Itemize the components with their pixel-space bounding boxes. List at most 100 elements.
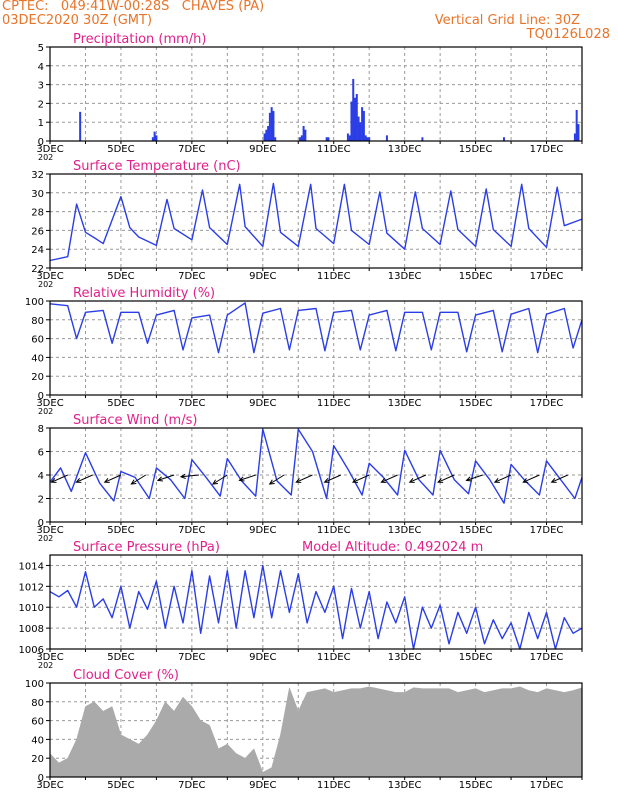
precip-bar <box>155 135 158 141</box>
precip-bar <box>366 137 369 141</box>
precip-bar <box>346 133 349 141</box>
panel-title: Precipitation (mm/h) <box>73 32 206 47</box>
panel-wind: 0 2 4 6 8 3DEC 5DEC 7DEC 9DEC 11DEC 13DEC 15DEC 17DE… <box>36 413 583 543</box>
x-tick-label: 7DEC <box>178 525 205 536</box>
y-tick-label: 4 <box>38 62 44 73</box>
panel-frame <box>49 173 583 269</box>
wind-vector-arrow <box>269 474 285 485</box>
x-tick-label: 17DEC <box>530 144 564 155</box>
wind-vector-arrow <box>437 474 455 483</box>
y-tick-label: 1014 <box>19 561 44 572</box>
wind-vector-arrow <box>157 474 175 481</box>
x-tick-label: 11DEC <box>317 144 351 155</box>
y-tick-label: 2 <box>38 99 44 110</box>
x-tick-label: 11DEC <box>317 780 351 791</box>
precip-bar <box>577 124 580 141</box>
wind-vector-arrow <box>523 474 540 483</box>
panel-temperature: 22 24 26 28 30 32 3DEC 5DEC 7DEC 9DEC 11DEC 13DEC 15… <box>31 159 583 289</box>
x-tick-label: 5DEC <box>107 525 134 536</box>
wind-vector-arrowhead <box>550 478 557 483</box>
x-tick-label: 9DEC <box>249 398 276 409</box>
wind-vector-arrowhead <box>522 478 529 483</box>
x-year-label: 202 <box>38 534 53 543</box>
panel-annotation: Model Altitude: 0.492024 m <box>302 540 483 555</box>
wind-series-line <box>49 428 583 504</box>
precip-bar <box>357 116 360 141</box>
precip-bar <box>300 135 303 141</box>
x-tick-label: 5DEC <box>107 652 134 663</box>
wind-vector-arrowhead <box>408 478 415 483</box>
wind-vector-arrowhead <box>268 479 275 485</box>
wind-vector-arrow <box>494 474 512 483</box>
wind-vector-arrow <box>381 474 398 483</box>
wind-vector-arrowhead <box>211 479 218 485</box>
wind-vector-arrow <box>409 474 427 483</box>
wind-vector-arrowhead <box>351 478 359 483</box>
y-tick-label: 5 <box>38 43 44 54</box>
x-tick-label: 3DEC <box>36 525 63 536</box>
y-tick-label: 32 <box>31 170 44 181</box>
y-tick-label: 0 <box>38 137 44 148</box>
x-tick-label: 13DEC <box>388 652 422 663</box>
precip-bar <box>272 110 275 141</box>
x-tick-label: 11DEC <box>317 525 351 536</box>
y-tick-label: 1012 <box>19 582 44 593</box>
product-code: TQ0126L028 <box>526 27 610 42</box>
run-line: 03DEC2020 30Z (GMT) <box>2 13 153 28</box>
x-tick-label: 5DEC <box>107 398 134 409</box>
x-tick-label: 17DEC <box>530 398 564 409</box>
x-tick-label: 9DEC <box>249 525 276 536</box>
panel-title: Surface Temperature (nC) <box>73 159 241 174</box>
precip-bar <box>79 111 82 141</box>
panel-frame <box>49 300 583 396</box>
wind-vector-arrowhead <box>75 478 82 483</box>
wind-vector-arrow <box>51 474 68 483</box>
x-year-label: 202 <box>38 153 53 162</box>
wind-vector-arrowhead <box>156 476 163 482</box>
y-tick-label: 24 <box>31 245 44 256</box>
x-tick-label: 13DEC <box>388 144 422 155</box>
x-tick-label: 3DEC <box>36 144 63 155</box>
x-tick-label: 17DEC <box>530 652 564 663</box>
x-tick-label: 13DEC <box>388 271 422 282</box>
y-tick-label: 4 <box>38 471 44 482</box>
y-tick-label: 100 <box>25 679 44 690</box>
x-tick-label: 11DEC <box>317 398 351 409</box>
precip-bar <box>352 78 355 141</box>
y-tick-label: 1006 <box>19 645 44 656</box>
precip-bar <box>153 131 156 141</box>
station-line: CPTEC: 049:41W-00:28S CHAVES (PA) <box>2 0 265 14</box>
y-tick-label: 1008 <box>19 624 44 635</box>
precip-bar <box>327 137 330 141</box>
precip-bar <box>267 125 270 141</box>
wind-vector-arrowhead <box>493 478 500 483</box>
wind-vector-arrowhead <box>179 473 186 479</box>
y-tick-label: 0 <box>38 391 44 402</box>
precip-bar <box>274 137 277 141</box>
x-tick-label: 15DEC <box>459 652 493 663</box>
x-tick-label: 17DEC <box>530 780 564 791</box>
precip-bar <box>304 129 307 141</box>
x-tick-label: 13DEC <box>388 525 422 536</box>
y-tick-label: 40 <box>31 735 44 746</box>
panel-title: Cloud Cover (%) <box>73 668 179 683</box>
wind-vector-arrowhead <box>295 478 302 483</box>
precip-bar <box>299 137 302 141</box>
wind-vector-arrow <box>76 474 93 483</box>
wind-vector-arrowhead <box>103 478 110 483</box>
wind-vector-arrow <box>131 474 147 485</box>
precip-bar <box>421 137 424 141</box>
precip-bar <box>361 107 364 141</box>
precip-bar <box>359 122 362 141</box>
wind-vector-arrow <box>296 474 313 483</box>
panel-title: Surface Wind (m/s) <box>73 413 197 428</box>
x-year-label: 202 <box>38 407 53 416</box>
precip-bar <box>325 137 328 141</box>
precip-bar <box>362 110 365 141</box>
y-tick-label: 30 <box>31 189 44 200</box>
x-tick-label: 7DEC <box>178 271 205 282</box>
x-tick-label: 9DEC <box>249 780 276 791</box>
precip-bar <box>263 133 266 141</box>
